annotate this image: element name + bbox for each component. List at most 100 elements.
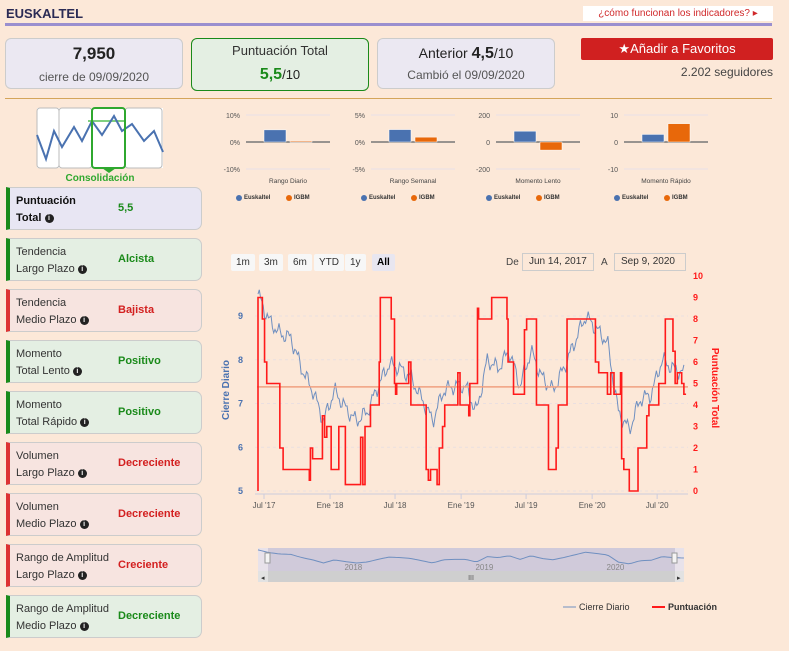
legend-label[interactable]: Euskaltel xyxy=(622,195,649,201)
range-button-ytd[interactable]: YTD xyxy=(314,254,344,271)
info-icon[interactable]: i xyxy=(77,264,87,274)
y-tick-label: 0% xyxy=(230,140,240,147)
indicator-card[interactable]: Tendencia Largo Plazo i Alcista xyxy=(6,238,202,281)
mini-bar-chart: 200 0 -200 Euskaltel IGBM Momento Lento xyxy=(476,113,580,201)
phase-pointer-icon xyxy=(102,168,116,173)
legend-label-puntuacion[interactable]: Puntuación xyxy=(668,602,717,612)
x-tick-label: Jul '18 xyxy=(384,501,407,510)
legend-label[interactable]: Euskaltel xyxy=(369,195,396,201)
navigator-label: 2019 xyxy=(475,563,493,572)
x-tick-label: Ene '18 xyxy=(317,501,344,510)
info-icon[interactable]: i xyxy=(79,621,89,631)
x-tick-label: Jul '19 xyxy=(515,501,538,510)
legend-marker xyxy=(361,195,367,201)
info-icon[interactable]: i xyxy=(80,417,90,427)
indicator-card[interactable]: Volumen Medio Plazo i Decreciente xyxy=(6,493,202,536)
scrollbar-thumb[interactable] xyxy=(268,571,675,582)
indicator-value: 5,5 xyxy=(118,202,134,214)
legend-label[interactable]: Euskaltel xyxy=(244,195,271,201)
info-icon[interactable]: i xyxy=(72,366,82,376)
indicator-label-1: Rango de Amplitud xyxy=(16,552,109,564)
from-date-input[interactable]: Jun 14, 2017 xyxy=(522,253,594,271)
scroll-right-icon[interactable]: ▸ xyxy=(677,575,681,582)
info-icon[interactable]: i xyxy=(77,468,87,478)
indicator-label-2: Medio Plazo xyxy=(16,620,77,632)
range-button-all[interactable]: All xyxy=(372,254,395,271)
y-tick-label: 10% xyxy=(226,113,240,120)
indicator-card[interactable]: Puntuación Total i 5,5 xyxy=(6,187,202,230)
y-tick-label: 200 xyxy=(478,113,490,120)
x-tick-label: Jul '20 xyxy=(646,501,669,510)
previous-label: Anterior xyxy=(418,45,468,61)
info-icon[interactable]: i xyxy=(79,519,89,529)
followers-count: 2.202 seguidores xyxy=(680,65,773,79)
indicator-value: Positivo xyxy=(118,406,161,418)
indicator-card[interactable]: Volumen Largo Plazo i Decreciente xyxy=(6,442,202,485)
y2-tick-label: 4 xyxy=(693,400,698,410)
y-tick-label: 6 xyxy=(238,442,243,452)
indicator-label-2: Total xyxy=(16,212,42,224)
navigator-handle[interactable] xyxy=(671,552,678,564)
bar-igbm[interactable] xyxy=(414,136,438,143)
caret-right-icon: ▸ xyxy=(752,8,758,19)
add-favorites-button[interactable]: ★Añadir a Favoritos xyxy=(581,38,773,60)
indicator-value: Decreciente xyxy=(118,610,181,622)
indicator-card[interactable]: Momento Total Rápido i Positivo xyxy=(6,391,202,434)
navigator-bg xyxy=(258,548,684,571)
legend-label[interactable]: IGBM xyxy=(672,195,688,201)
previous-value: 4,5 xyxy=(471,45,494,62)
indicator-card[interactable]: Rango de Amplitud Medio Plazo i Decrecien… xyxy=(6,595,202,638)
navigator-handle[interactable] xyxy=(264,552,271,564)
series-puntuacion[interactable] xyxy=(257,296,687,492)
legend-label[interactable]: IGBM xyxy=(294,195,310,201)
y-tick-label: 10 xyxy=(610,113,618,120)
info-icon[interactable]: i xyxy=(79,315,89,325)
navigator-label: 2020 xyxy=(607,563,625,572)
legend-marker xyxy=(286,195,292,201)
mini-chart-title: Momento Rápido xyxy=(641,178,691,185)
y2-tick-label: 5 xyxy=(693,379,698,389)
series-cierre-diario[interactable] xyxy=(257,289,685,435)
x-tick-label: Jul '17 xyxy=(253,501,276,510)
indicator-card[interactable]: Tendencia Medio Plazo i Bajista xyxy=(6,289,202,332)
bar-euskaltel[interactable] xyxy=(513,130,537,143)
indicator-label-1: Puntuación xyxy=(16,195,76,207)
range-button-1y[interactable]: 1y xyxy=(345,254,366,271)
legend-label-cierre[interactable]: Cierre Diario xyxy=(579,602,630,612)
indicator-card[interactable]: Momento Total Lento i Positivo xyxy=(6,340,202,383)
bar-euskaltel[interactable] xyxy=(263,129,287,143)
mini-chart-title: Momento Lento xyxy=(515,178,561,185)
info-icon[interactable]: i xyxy=(44,213,54,223)
indicator-label-2: Total Lento xyxy=(16,365,70,377)
price-card: 7,950 cierre de 09/09/2020 xyxy=(5,38,183,89)
legend-label[interactable]: IGBM xyxy=(544,195,560,201)
bar-euskaltel[interactable] xyxy=(388,129,412,143)
info-icon[interactable]: i xyxy=(77,570,87,580)
score-value: 5,5 xyxy=(259,66,283,83)
legend-label[interactable]: Euskaltel xyxy=(494,195,521,201)
scrollbar-track[interactable] xyxy=(258,571,684,582)
phase-sparkline xyxy=(36,114,164,163)
indicators-help-link[interactable]: ¿cómo funcionan los indicadores? ▸ xyxy=(583,6,773,21)
to-date-input[interactable]: Sep 9, 2020 xyxy=(614,253,686,271)
scroll-left-icon[interactable]: ◂ xyxy=(261,575,265,582)
range-button-1m[interactable]: 1m xyxy=(231,254,255,271)
bar-euskaltel[interactable] xyxy=(641,134,665,143)
range-button-3m[interactable]: 3m xyxy=(259,254,283,271)
bar-igbm[interactable] xyxy=(289,140,313,143)
navigator-selection[interactable] xyxy=(268,548,675,571)
indicator-value: Creciente xyxy=(118,559,169,571)
add-favorites-label: Añadir a Favoritos xyxy=(630,41,736,56)
bar-igbm[interactable] xyxy=(539,141,563,151)
range-button-6m[interactable]: 6m xyxy=(288,254,312,271)
indicator-card[interactable]: Rango de Amplitud Largo Plazo i Creciente xyxy=(6,544,202,587)
bar-igbm[interactable] xyxy=(667,123,691,143)
indicator-label-2: Total Rápido xyxy=(16,416,78,428)
price-value: 7,950 xyxy=(72,44,116,63)
price-date: cierre de 09/09/2020 xyxy=(38,70,150,84)
legend-label[interactable]: IGBM xyxy=(419,195,435,201)
y2-tick-label: 8 xyxy=(693,314,698,324)
y2-tick-label: 6 xyxy=(693,357,698,367)
help-link-label: ¿cómo funcionan los indicadores? xyxy=(598,8,750,19)
y-tick-label: 8 xyxy=(238,355,243,365)
